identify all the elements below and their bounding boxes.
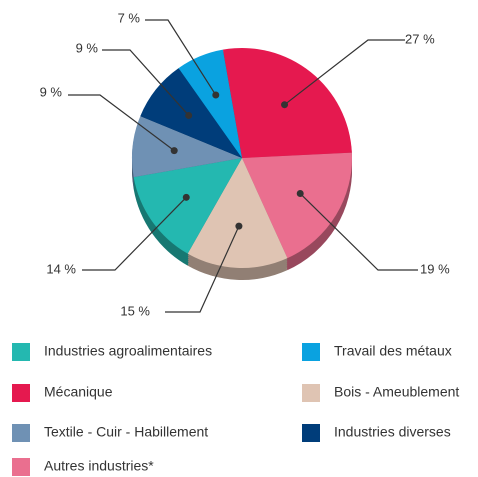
legend-label: Travail des métaux [334,343,452,359]
value-label: 9 % [76,40,99,55]
leader-line [82,196,187,271]
pie-slice [187,158,288,268]
value-label: 14 % [46,261,76,276]
value-label: 19 % [420,261,450,276]
leader-dot [212,91,220,99]
value-label: 9 % [40,84,63,99]
leader-line [145,19,217,96]
leader-dot [296,190,304,198]
leader-line [284,39,405,106]
legend-swatch [12,458,30,476]
leader-line [68,94,175,152]
value-label: 7 % [118,10,141,25]
leader-line [165,225,240,313]
legend-label: Autres industries* [44,458,154,474]
pie-slice [242,152,353,259]
legend-swatch [12,343,30,361]
pie-slice [132,116,242,178]
value-label: 27 % [405,31,435,46]
legend-swatch [302,343,320,361]
leader-line [299,193,418,271]
leader-line [102,49,190,116]
legend-swatch [302,384,320,402]
legend-label: Mécanique [44,384,113,400]
leader-dot [235,222,243,230]
leader-dot [185,111,193,119]
legend-label: Industries diverses [334,424,451,440]
leader-dot [182,193,190,201]
legend-swatch [302,424,320,442]
leader-dot [170,147,178,155]
value-label: 15 % [120,303,150,318]
pie-slice [133,158,242,254]
legend-swatch [12,384,30,402]
leader-dot [281,101,289,109]
pie-slice [178,49,242,159]
legend-label: Textile - Cuir - Habillement [44,424,208,440]
legend-swatch [12,424,30,442]
legend-label: Industries agroalimentaires [44,343,212,359]
legend-label: Bois - Ameublement [334,384,459,400]
